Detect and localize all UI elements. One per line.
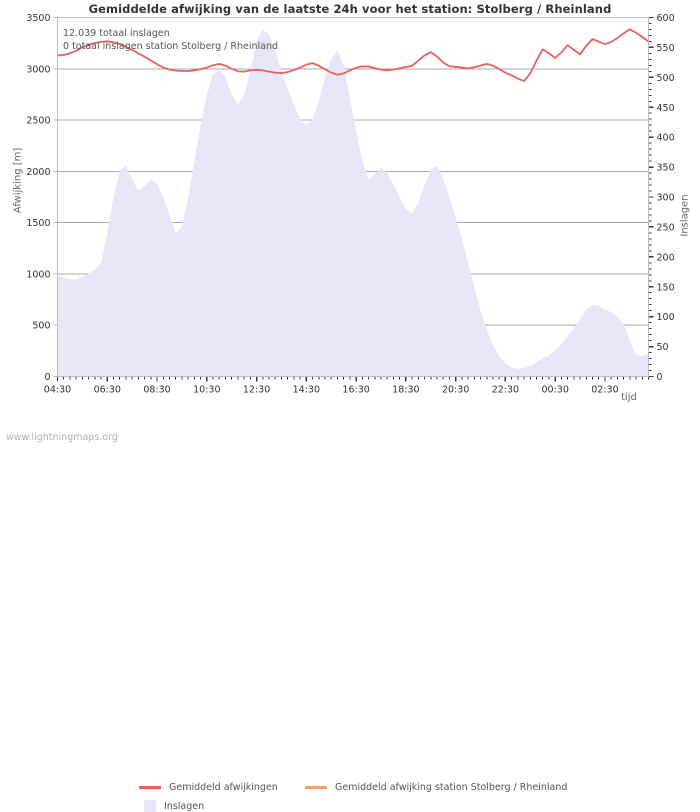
annotation-total-strikes: 12.039 totaal inslagen	[63, 28, 170, 39]
legend-label-station: Gemiddeld afwijking station Stolberg / R…	[335, 782, 568, 793]
svg-text:250: 250	[657, 222, 675, 233]
svg-text:3500: 3500	[26, 13, 50, 24]
footer-attribution: www.lightningmaps.org	[6, 432, 118, 443]
svg-text:04:30: 04:30	[44, 385, 71, 396]
legend-label-strikes: Inslagen	[164, 800, 205, 812]
svg-text:150: 150	[657, 282, 675, 293]
y-axis-left-label: Afwijking [m]	[12, 147, 24, 214]
svg-text:0: 0	[657, 372, 663, 383]
svg-text:18:30: 18:30	[392, 385, 419, 396]
legend-item-deviation: Gemiddeld afwijkingen	[139, 782, 278, 793]
y-axis-right-ticks: 0 50 100 150 200 250 300 350 400 450 500 550 600	[648, 13, 675, 383]
svg-text:50: 50	[657, 342, 669, 353]
svg-text:500: 500	[32, 321, 50, 332]
svg-text:20:30: 20:30	[442, 385, 469, 396]
svg-text:1500: 1500	[26, 218, 50, 229]
svg-text:02:30: 02:30	[591, 385, 618, 396]
plot-area: 0 500 1000 1500 2000 2500 3000 3500 0 50 100 150 20…	[26, 13, 675, 396]
svg-text:0: 0	[44, 372, 50, 383]
x-axis-label: tijd	[621, 392, 637, 403]
deviation-line-series	[57, 28, 650, 82]
svg-text:1000: 1000	[26, 269, 50, 280]
svg-text:2000: 2000	[26, 167, 50, 178]
chart-title: Gemiddelde afwijking van de laatste 24h …	[88, 2, 612, 16]
svg-text:22:30: 22:30	[492, 385, 519, 396]
svg-text:00:30: 00:30	[541, 385, 568, 396]
legend-item-strikes: Inslagen	[139, 800, 204, 812]
svg-text:200: 200	[657, 252, 675, 263]
svg-text:400: 400	[657, 133, 675, 144]
annotation-station-strikes: 0 totaal inslagen station Stolberg / Rhe…	[63, 41, 279, 52]
svg-text:12:30: 12:30	[243, 385, 270, 396]
plot-frame	[57, 17, 649, 377]
y-axis-left-ticks: 0 500 1000 1500 2000 2500 3000 3500	[26, 13, 58, 383]
strikes-area-series	[57, 29, 649, 377]
svg-text:450: 450	[657, 103, 675, 114]
chart-legend: Gemiddeld afwijkingen Gemiddeld afwijkin…	[0, 390, 700, 812]
legend-swatch-deviation-line	[139, 786, 161, 789]
legend-swatch-strikes-area	[144, 800, 156, 812]
x-axis-ticks: 04:30 06:30 08:30 10:30 12:30 14:30 16:30 18:30…	[44, 376, 649, 396]
svg-text:06:30: 06:30	[94, 385, 121, 396]
svg-text:10:30: 10:30	[193, 385, 220, 396]
svg-text:550: 550	[657, 43, 675, 54]
svg-text:08:30: 08:30	[143, 385, 170, 396]
legend-label-deviation: Gemiddeld afwijkingen	[169, 782, 278, 793]
legend-swatch-station-line	[305, 786, 327, 789]
svg-text:600: 600	[657, 13, 675, 24]
svg-text:500: 500	[657, 73, 675, 84]
svg-text:2500: 2500	[26, 116, 50, 127]
svg-text:3000: 3000	[26, 64, 50, 75]
legend-item-station: Gemiddeld afwijking station Stolberg / R…	[305, 782, 567, 793]
svg-text:14:30: 14:30	[293, 385, 320, 396]
svg-text:16:30: 16:30	[342, 385, 369, 396]
y-axis-right-label: Inslagen	[679, 194, 691, 237]
svg-text:300: 300	[657, 193, 675, 204]
svg-text:350: 350	[657, 163, 675, 174]
svg-text:100: 100	[657, 312, 675, 323]
